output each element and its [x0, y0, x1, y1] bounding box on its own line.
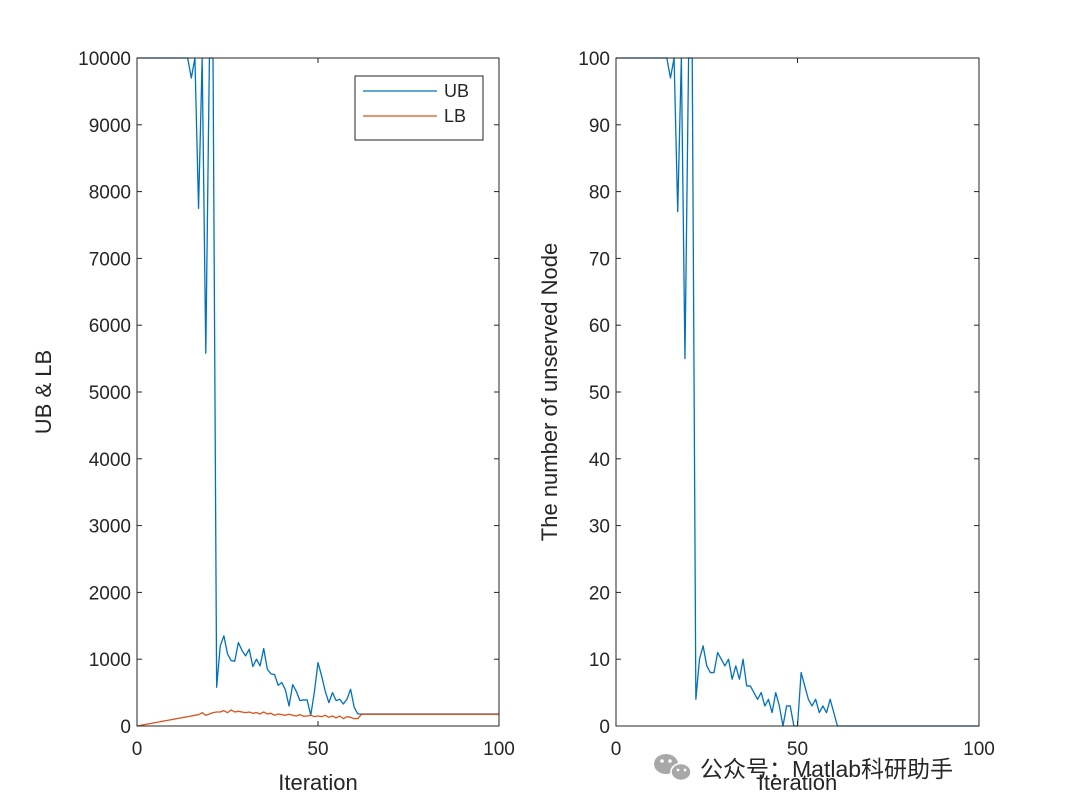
y-tick-label: 5000 — [89, 383, 131, 404]
y-tick-label: 100 — [578, 49, 610, 70]
y-tick-label: 80 — [589, 183, 610, 204]
axes-box — [615, 57, 980, 727]
unserved-node-chart: 0 10 20 30 40 50 60 70 80 90 100 0 50 100 Iteration The… — [537, 49, 995, 795]
series-line-unserved-node — [616, 57, 979, 727]
x-tick-label: 0 — [611, 739, 622, 760]
y-tick-label: 70 — [589, 249, 610, 270]
y-tick-label: 3000 — [89, 517, 131, 538]
x-axis-label: Iteration — [278, 770, 358, 795]
y-tick-label: 40 — [589, 450, 610, 471]
y-tick-label: 8000 — [89, 183, 131, 204]
legend-label-ub: UB — [444, 81, 469, 101]
wechat-icon — [654, 754, 692, 782]
y-tick-label: 50 — [589, 383, 610, 404]
y-tick-label: 2000 — [89, 583, 131, 604]
x-tick-label: 50 — [307, 739, 328, 760]
y-tick-label: 10000 — [78, 49, 131, 70]
y-tick-label: 0 — [599, 717, 610, 738]
y-tick-label: 90 — [589, 116, 610, 137]
x-axis-label: Iteration — [758, 770, 838, 795]
x-tick-label: 50 — [787, 739, 808, 760]
axes-box — [136, 57, 500, 727]
series-line-lb — [136, 709, 499, 727]
legend-box — [354, 75, 484, 141]
y-axis-label: The number of unserved Node — [537, 243, 562, 541]
y-tick-label: 20 — [589, 583, 610, 604]
y-tick-label: 0 — [120, 717, 131, 738]
x-tick-label: 100 — [963, 739, 995, 760]
y-tick-label: 4000 — [89, 450, 131, 471]
legend: UB LB — [354, 75, 484, 141]
y-tick-label: 60 — [589, 316, 610, 337]
y-tick-label: 30 — [589, 517, 610, 538]
legend-label-lb: LB — [444, 106, 466, 126]
watermark: 公众号：Matlab科研助手 — [654, 754, 953, 782]
y-tick-label: 1000 — [89, 650, 131, 671]
watermark-text: 公众号：Matlab科研助手 — [700, 756, 953, 782]
y-tick-label: 9000 — [89, 116, 131, 137]
x-tick-label: 0 — [132, 739, 143, 760]
ub-lb-chart: 0100020003000400050006000700080009000100… — [31, 49, 515, 795]
y-tick-label: 6000 — [89, 316, 131, 337]
series-line-ub — [137, 57, 499, 716]
x-tick-label: 100 — [483, 739, 515, 760]
y-axis-label: UB & LB — [31, 350, 56, 434]
y-tick-label: 7000 — [89, 249, 131, 270]
y-tick-label: 10 — [589, 650, 610, 671]
